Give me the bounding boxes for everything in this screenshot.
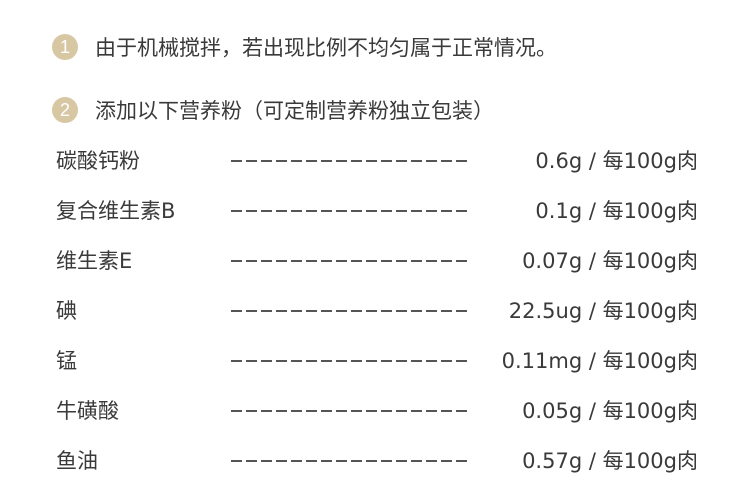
dash-leader — [231, 160, 469, 162]
nutrient-row: 锰 0.11mg / 每100g肉 — [56, 344, 698, 376]
nutrient-name: 牛磺酸 — [56, 399, 119, 423]
nutrient-name: 复合维生素B — [56, 199, 176, 223]
dash-leader — [231, 260, 469, 262]
number-badge: 1 — [52, 34, 78, 60]
dash-leader — [231, 210, 469, 212]
dash-leader — [231, 360, 469, 362]
dash-leader — [231, 310, 469, 312]
nutrient-row: 牛磺酸 0.05g / 每100g肉 — [56, 394, 698, 426]
nutrient-row: 鱼油 0.57g / 每100g肉 — [56, 444, 698, 476]
nutrient-row: 维生素E 0.07g / 每100g肉 — [56, 244, 698, 276]
nutrient-dosage: 0.11mg / 每100g肉 — [501, 349, 698, 373]
number-badge: 2 — [52, 97, 78, 123]
note-1: 1 由于机械搅拌，若出现比例不均匀属于正常情况。 — [52, 32, 557, 62]
nutrient-dosage: 0.6g / 每100g肉 — [535, 149, 698, 173]
nutrient-name: 维生素E — [56, 249, 133, 273]
nutrient-dosage: 0.05g / 每100g肉 — [522, 399, 698, 423]
nutrient-name: 碘 — [56, 299, 77, 323]
dash-leader — [231, 410, 469, 412]
nutrient-name: 锰 — [56, 349, 77, 373]
nutrient-name: 碳酸钙粉 — [56, 149, 140, 173]
note-text: 由于机械搅拌，若出现比例不均匀属于正常情况。 — [95, 36, 557, 60]
nutrient-row: 碳酸钙粉 0.6g / 每100g肉 — [56, 144, 698, 176]
note-2: 2 添加以下营养粉（可定制营养粉独立包装） — [52, 95, 494, 125]
nutrient-name: 鱼油 — [56, 449, 98, 473]
nutrient-dosage: 22.5ug / 每100g肉 — [508, 299, 698, 323]
dash-leader — [231, 460, 469, 462]
nutrient-row: 碘 22.5ug / 每100g肉 — [56, 294, 698, 326]
nutrient-dosage: 0.07g / 每100g肉 — [522, 249, 698, 273]
nutrient-dosage: 0.1g / 每100g肉 — [535, 199, 698, 223]
nutrient-dosage: 0.57g / 每100g肉 — [522, 449, 698, 473]
nutrient-row: 复合维生素B 0.1g / 每100g肉 — [56, 194, 698, 226]
note-text: 添加以下营养粉（可定制营养粉独立包装） — [95, 99, 494, 123]
